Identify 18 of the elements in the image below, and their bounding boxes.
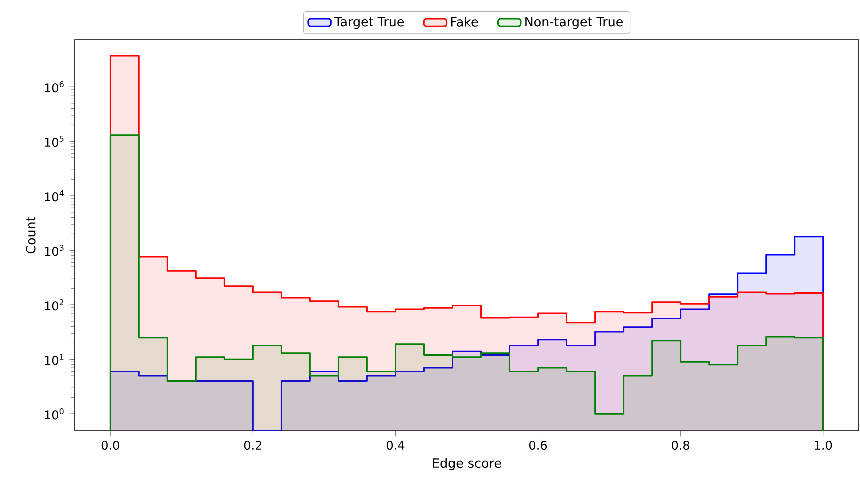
x-tick-label: 0.4 [386, 440, 405, 450]
x-tick-label: 0.0 [102, 440, 120, 450]
legend-label: Fake [451, 17, 478, 27]
y-tick-label: 10$^{6}$ [45, 81, 64, 93]
x-tick-label: 0.8 [672, 440, 690, 450]
y-tick-label: 10$^{1}$ [45, 354, 64, 366]
x-axis-title: Edge score [433, 458, 502, 471]
y-axis-title: Count [26, 216, 36, 254]
y-tick-label: 10$^{5}$ [45, 136, 64, 148]
x-tick-label: 1.0 [815, 440, 832, 450]
y-tick-label: 10$^{2}$ [45, 299, 64, 311]
legend-label: Target True [334, 17, 404, 30]
y-tick-label: 10$^{3}$ [45, 244, 64, 256]
x-tick-label: 0.6 [530, 440, 548, 450]
y-tick-label: 10$^{4}$ [45, 190, 64, 202]
legend-label: Non-target True [526, 17, 624, 30]
y-tick-label: 10$^{0}$ [45, 408, 64, 420]
x-tick-label: 0.2 [244, 440, 262, 450]
